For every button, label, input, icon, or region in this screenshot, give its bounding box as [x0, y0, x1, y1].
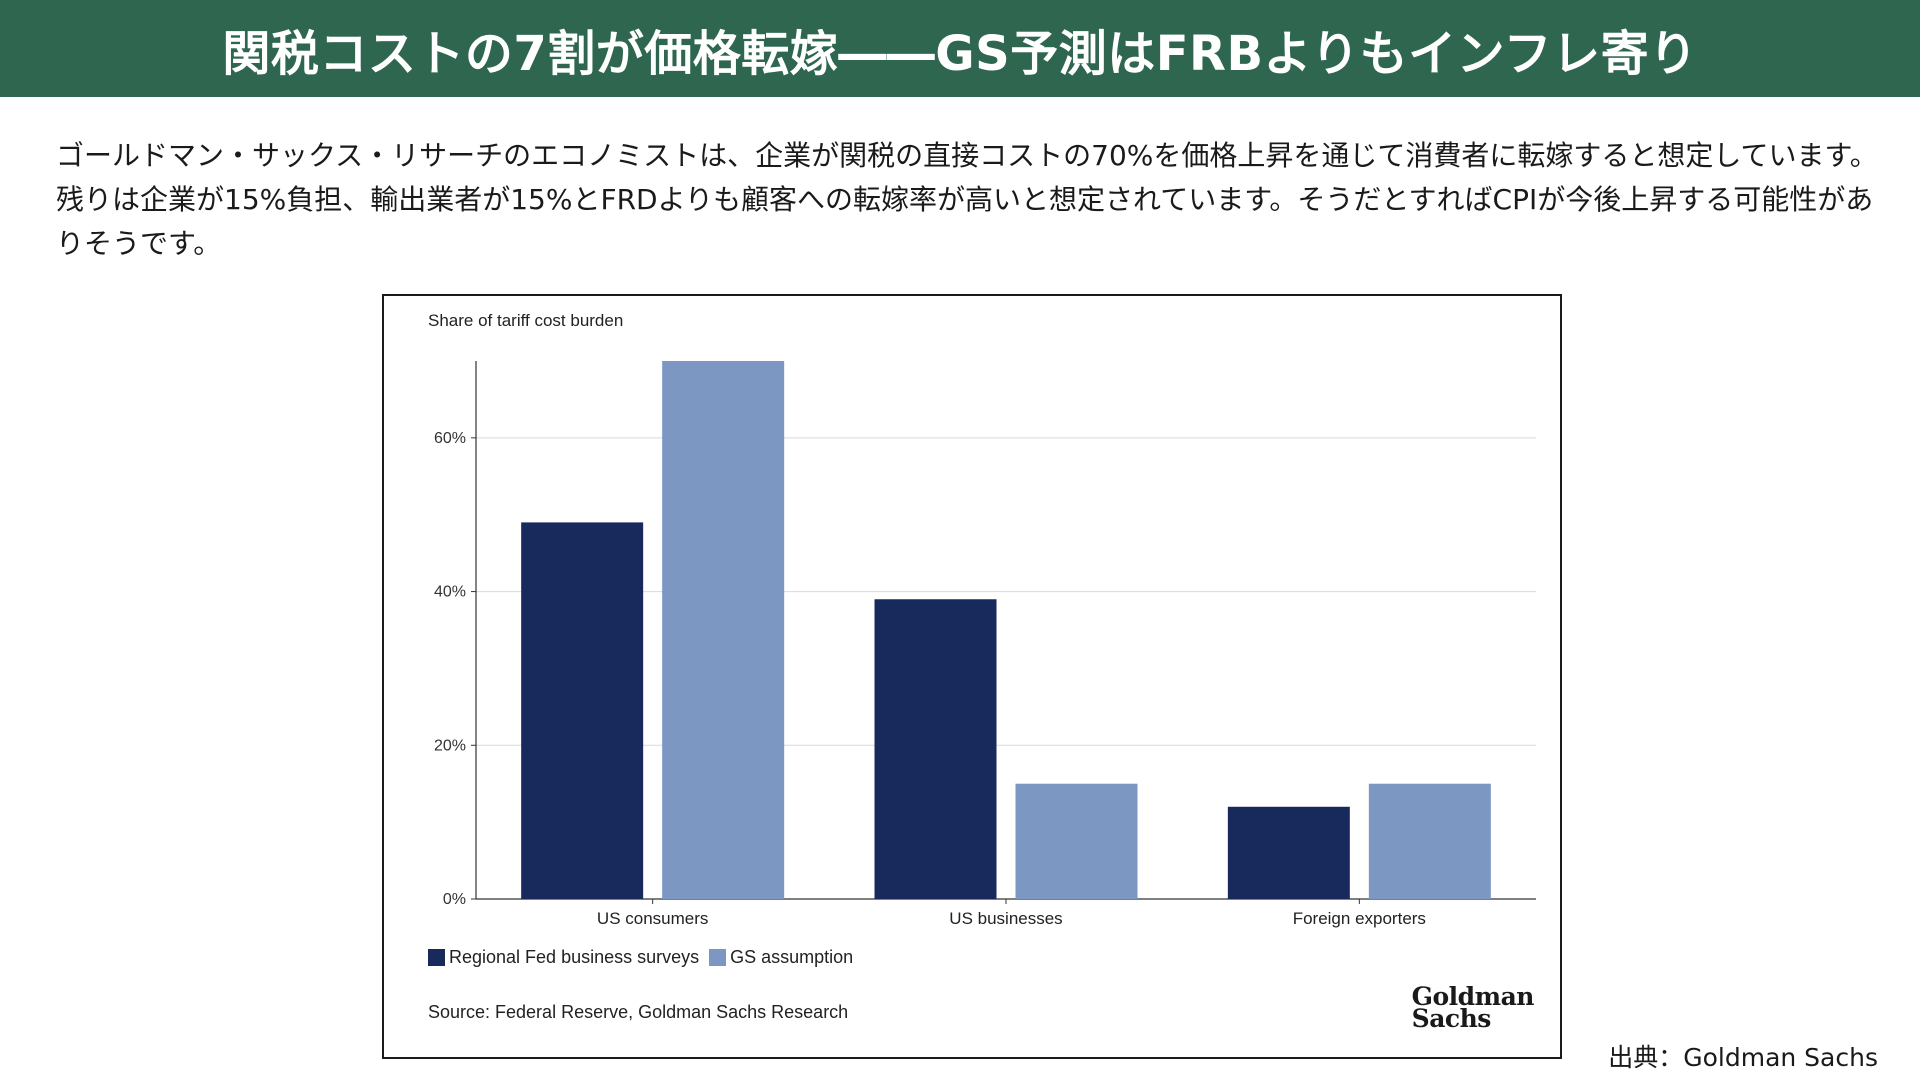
y-tick-label: 20%: [434, 737, 466, 754]
page-title: 関税コストの7割が価格転嫁――GS予測はFRBよりもインフレ寄り: [222, 14, 1697, 84]
y-tick-label: 40%: [434, 584, 466, 601]
bar-fed-1: [875, 599, 997, 899]
legend-swatch-gs: [709, 949, 726, 966]
x-tick-label: Foreign exporters: [1293, 909, 1426, 928]
description-text: ゴールドマン・サックス・リサーチのエコノミストは、企業が関税の直接コストの70%…: [56, 134, 1886, 266]
chart-source: Source: Federal Reserve, Goldman Sachs R…: [428, 1002, 848, 1023]
legend-item-gs: GS assumption: [709, 947, 853, 968]
chart-panel: Share of tariff cost burden 0% 20% 40% 60% US…: [382, 294, 1562, 1059]
legend-swatch-fed: [428, 949, 445, 966]
logo-line-2: Sachs: [1412, 1008, 1534, 1030]
header-bar: 関税コストの7割が価格転嫁――GS予測はFRBよりもインフレ寄り: [0, 0, 1920, 97]
credit-text: 出典：Goldman Sachs: [1608, 1038, 1878, 1074]
y-tick-label: 0%: [443, 891, 466, 908]
x-tick-label: US consumers: [597, 909, 708, 928]
y-tick-label: 60%: [434, 430, 466, 447]
chart-title: Share of tariff cost burden: [428, 311, 623, 330]
legend-label-gs: GS assumption: [730, 947, 853, 968]
x-tick-label: US businesses: [949, 909, 1062, 928]
legend-label-fed: Regional Fed business surveys: [449, 947, 699, 968]
legend-item-fed: Regional Fed business surveys: [428, 947, 699, 968]
bar-chart: Share of tariff cost burden 0% 20% 40% 60% US…: [384, 296, 1560, 1057]
bar-gs-0: [662, 361, 784, 899]
bar-gs-1: [1016, 784, 1138, 899]
bar-fed-2: [1228, 807, 1350, 899]
bar-fed-0: [521, 522, 643, 899]
bar-gs-2: [1369, 784, 1491, 899]
goldman-sachs-logo: Goldman Sachs: [1412, 986, 1534, 1030]
chart-legend: Regional Fed business surveys GS assumpt…: [428, 947, 863, 968]
